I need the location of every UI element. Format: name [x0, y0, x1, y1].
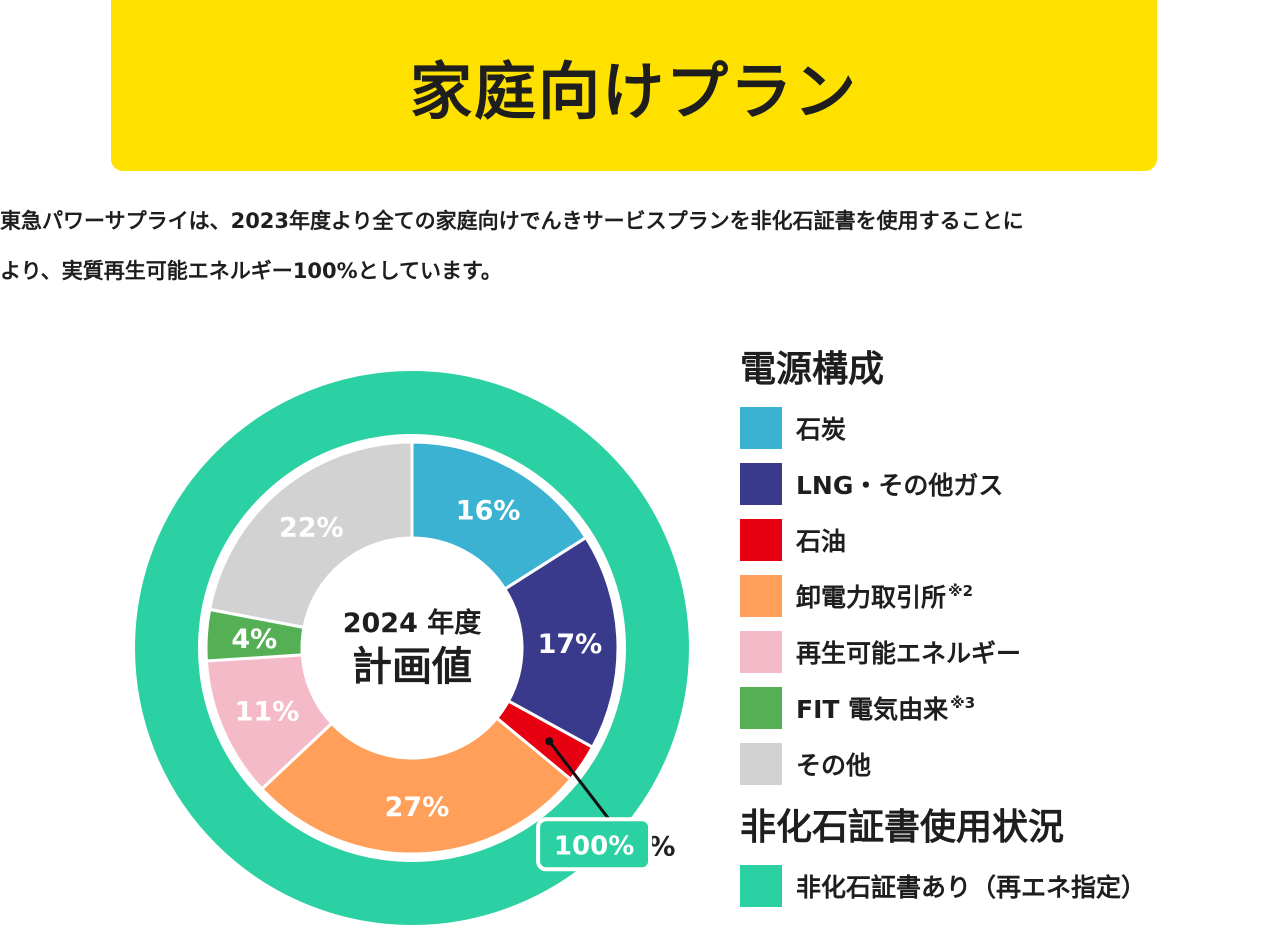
legend-swatch: [740, 865, 782, 907]
slice-label: 11%: [235, 697, 300, 728]
legend-item: 再生可能エネルギー: [740, 624, 1260, 680]
legend-title: 電源構成: [740, 349, 885, 390]
legend-item: FIT 電気由来 ※3: [740, 680, 1260, 736]
legend-note: ※2: [948, 582, 974, 600]
slice-label: 17%: [538, 629, 603, 660]
legend-label: FIT 電気由来 ※3: [796, 694, 976, 724]
legend-swatch: [740, 743, 782, 785]
legend-item: 石油: [740, 512, 1260, 568]
leader-dot: [545, 737, 554, 746]
outer-ring: [135, 371, 689, 925]
legend-swatch: [740, 631, 782, 673]
slice-label: 22%: [279, 512, 344, 543]
ring-value-label: 100%: [554, 831, 634, 861]
slice-label: 27%: [385, 792, 450, 823]
certificate-title: 非化石証書使用状況: [740, 807, 1065, 848]
title-banner: 家庭向けプラン: [111, 0, 1157, 171]
legend-label: LNG・その他ガス: [796, 471, 1004, 500]
legend-swatch: [740, 687, 782, 729]
legend-label: 石油: [796, 527, 847, 556]
legend-swatch: [740, 575, 782, 617]
center-label-plan: 計画値: [352, 644, 472, 690]
legend-item: LNG・その他ガス: [740, 456, 1260, 512]
legend-label: 石炭: [796, 415, 847, 444]
legend-item: 卸電力取引所 ※2: [740, 568, 1260, 624]
intro-text: 東急パワーサプライは、2023年度より全ての家庭向けでんきサービスプランを非化石…: [0, 196, 1269, 296]
page-title: 家庭向けプラン: [409, 54, 858, 128]
ring-value-badge: [536, 817, 653, 872]
slice-2: [502, 535, 620, 750]
legend-note: ※3: [950, 694, 976, 712]
legend-item: その他: [740, 736, 1260, 792]
center-label-year: 2024 年度: [343, 607, 482, 639]
slice-1: [410, 440, 589, 592]
legend-swatch: [740, 407, 782, 449]
slice-7: [207, 440, 414, 630]
legend-label: その他: [796, 751, 872, 780]
legend-label: 卸電力取引所 ※2: [796, 582, 974, 612]
slice-label: 4%: [231, 624, 277, 655]
legend: 電源構成 石炭 LNG・その他ガス 石油卸電力取引所 ※2 再生可能エネルギー FIT 電…: [740, 340, 1260, 914]
legend-item: 石炭: [740, 400, 1260, 456]
slice-4: [259, 716, 573, 856]
intro-line-1: 東急パワーサプライは、2023年度より全ての家庭向けでんきサービスプランを非化石…: [0, 209, 1024, 233]
slice-label: 16%: [456, 496, 521, 527]
legend-swatch: [740, 463, 782, 505]
intro-line-2: より、実質再生可能エネルギー100%としています。: [0, 259, 502, 283]
legend-label: 再生可能エネルギー: [796, 639, 1022, 668]
legend-swatch: [740, 519, 782, 561]
legend-list: 石炭 LNG・その他ガス 石油卸電力取引所 ※2 再生可能エネルギー FIT 電気由来 ※3…: [740, 400, 1260, 792]
legend-item-certificate: 非化石証書あり（再エネ指定）: [740, 858, 1260, 914]
legend-label: 非化石証書あり（再エネ指定）: [796, 873, 1147, 902]
